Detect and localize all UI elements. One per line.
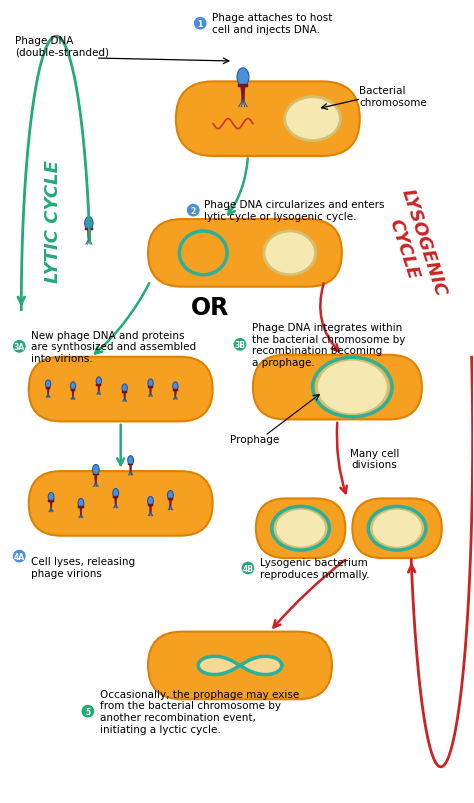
Text: 5: 5: [85, 707, 91, 715]
Circle shape: [241, 561, 255, 575]
FancyBboxPatch shape: [85, 229, 92, 231]
FancyArrowPatch shape: [409, 565, 415, 573]
Polygon shape: [50, 503, 52, 509]
Ellipse shape: [96, 377, 101, 385]
Ellipse shape: [147, 497, 154, 506]
Ellipse shape: [48, 493, 54, 502]
FancyBboxPatch shape: [48, 501, 54, 503]
Text: Occasionally, the prophage may exise
from the bacterial chromosome by
another re: Occasionally, the prophage may exise fro…: [100, 689, 299, 734]
Ellipse shape: [92, 465, 99, 475]
FancyBboxPatch shape: [148, 220, 342, 287]
Polygon shape: [47, 389, 49, 395]
FancyBboxPatch shape: [148, 505, 153, 507]
FancyBboxPatch shape: [168, 499, 173, 500]
Polygon shape: [98, 386, 100, 392]
Ellipse shape: [70, 382, 76, 391]
Polygon shape: [150, 388, 152, 394]
Polygon shape: [124, 393, 126, 399]
Circle shape: [12, 340, 26, 354]
Ellipse shape: [128, 456, 134, 465]
Text: Bacterial
chromosome: Bacterial chromosome: [359, 86, 427, 108]
FancyBboxPatch shape: [78, 507, 83, 508]
FancyBboxPatch shape: [113, 497, 118, 499]
Text: 2: 2: [191, 206, 196, 215]
FancyBboxPatch shape: [148, 632, 332, 699]
FancyBboxPatch shape: [176, 82, 360, 157]
Circle shape: [233, 338, 247, 352]
FancyArrowPatch shape: [95, 283, 149, 354]
FancyBboxPatch shape: [256, 499, 346, 558]
Text: 1: 1: [198, 20, 203, 29]
FancyBboxPatch shape: [93, 474, 99, 476]
Ellipse shape: [237, 69, 249, 88]
FancyBboxPatch shape: [122, 392, 127, 393]
Ellipse shape: [46, 381, 51, 389]
FancyBboxPatch shape: [128, 464, 133, 466]
FancyArrowPatch shape: [18, 298, 25, 304]
FancyBboxPatch shape: [46, 388, 51, 389]
Polygon shape: [241, 88, 245, 102]
Text: LYSOGENIC
CYCLE: LYSOGENIC CYCLE: [378, 186, 450, 305]
Text: OR: OR: [191, 296, 229, 319]
FancyBboxPatch shape: [352, 499, 442, 558]
Ellipse shape: [275, 509, 327, 548]
Circle shape: [12, 549, 26, 564]
Polygon shape: [198, 657, 282, 675]
Circle shape: [81, 704, 95, 718]
Text: Prophage: Prophage: [230, 434, 280, 444]
FancyBboxPatch shape: [173, 389, 178, 391]
Polygon shape: [174, 391, 176, 397]
FancyBboxPatch shape: [237, 85, 248, 88]
Text: 4A: 4A: [14, 552, 25, 560]
Text: Lysogenic bacterium
reproduces normally.: Lysogenic bacterium reproduces normally.: [260, 557, 369, 579]
FancyBboxPatch shape: [253, 356, 422, 420]
FancyBboxPatch shape: [148, 386, 153, 388]
Text: LYTIC CYCLE: LYTIC CYCLE: [44, 160, 62, 282]
Ellipse shape: [148, 380, 153, 388]
Polygon shape: [87, 231, 91, 241]
Text: New phage DNA and proteins
are synthosized and assembled
into virions.: New phage DNA and proteins are synthosiz…: [31, 330, 196, 364]
FancyArrowPatch shape: [273, 560, 345, 628]
Polygon shape: [169, 500, 172, 507]
FancyBboxPatch shape: [29, 357, 213, 422]
Ellipse shape: [371, 509, 423, 548]
Circle shape: [186, 204, 200, 218]
Text: Phage attaches to host
cell and injects DNA.: Phage attaches to host cell and injects …: [212, 14, 333, 35]
Text: Phage DNA circularizes and enters
lytic cycle or lysogenic cycle.: Phage DNA circularizes and enters lytic …: [204, 200, 385, 222]
Text: Many cell
divisions: Many cell divisions: [349, 448, 399, 470]
Text: 3A: 3A: [14, 342, 25, 352]
Ellipse shape: [317, 360, 388, 415]
FancyArrowPatch shape: [320, 284, 338, 352]
Polygon shape: [95, 476, 97, 483]
FancyBboxPatch shape: [71, 389, 75, 391]
Polygon shape: [149, 507, 152, 513]
Polygon shape: [80, 508, 82, 515]
Ellipse shape: [78, 499, 84, 508]
Ellipse shape: [113, 489, 118, 498]
Polygon shape: [72, 391, 74, 397]
FancyArrowPatch shape: [118, 425, 124, 466]
Ellipse shape: [264, 232, 316, 275]
FancyBboxPatch shape: [29, 471, 213, 536]
Ellipse shape: [173, 382, 178, 391]
Polygon shape: [129, 466, 132, 472]
FancyBboxPatch shape: [96, 385, 101, 386]
Circle shape: [193, 17, 207, 31]
Ellipse shape: [122, 385, 128, 393]
Text: Cell lyses, releasing
phage virions: Cell lyses, releasing phage virions: [31, 556, 136, 578]
FancyArrowPatch shape: [228, 159, 248, 215]
Text: Phage DNA
(double-stranded): Phage DNA (double-stranded): [15, 36, 109, 58]
Ellipse shape: [167, 491, 173, 500]
Text: Phage DNA integrates within
the bacterial chromosome by
recombination becoming
a: Phage DNA integrates within the bacteria…: [252, 323, 405, 367]
Ellipse shape: [85, 218, 93, 230]
Text: 4B: 4B: [242, 564, 254, 573]
FancyArrowPatch shape: [337, 423, 347, 494]
Ellipse shape: [285, 98, 340, 141]
Text: 3B: 3B: [235, 340, 246, 349]
Polygon shape: [115, 499, 117, 505]
